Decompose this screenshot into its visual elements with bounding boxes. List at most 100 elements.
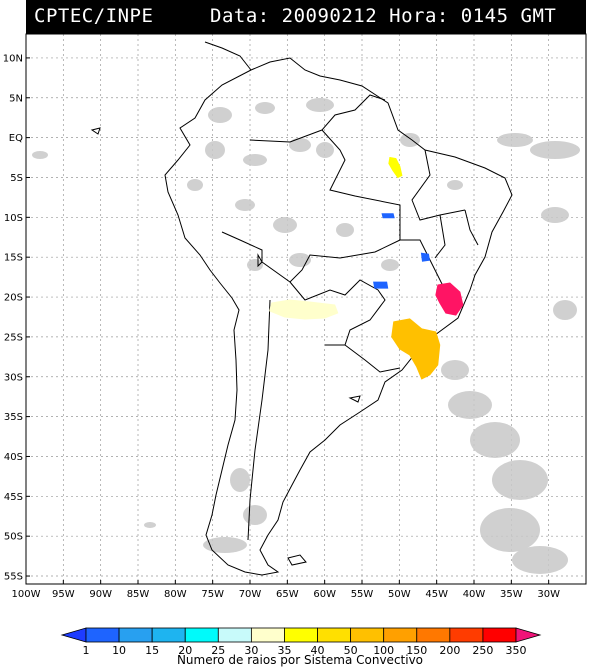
colorbar-bin-label: 150 — [406, 644, 427, 657]
colorbar-segment — [151, 627, 186, 643]
lat-tick-label: 55S — [4, 572, 23, 583]
convective-system-para-east — [381, 213, 395, 219]
south-america-coastline — [164, 57, 513, 576]
hour-value: 0145 — [460, 5, 509, 27]
lat-tick-label: 50S — [4, 532, 23, 543]
island — [348, 395, 361, 403]
cloud-patch — [208, 107, 232, 123]
lon-tick-label: 65W — [276, 589, 299, 600]
convective-system-parana-sao-paulo — [391, 318, 441, 380]
border — [434, 214, 446, 259]
latitude-labels: 10N 5N EQ 5S 10S 15S 20S 25S 30S 35S 40S 45S 50S 55S — [3, 53, 30, 583]
cloud-patch — [480, 508, 540, 552]
cloud-patch — [400, 133, 420, 147]
cloud-patch — [255, 102, 275, 114]
colorbar-caption: Numero de raios por Sistema Convectivo — [176, 653, 424, 667]
cloud-patch — [273, 217, 297, 233]
convective-system-mato-grosso-sul — [373, 281, 389, 289]
lon-tick-label: 40W — [463, 589, 486, 600]
lon-tick-label: 55W — [351, 589, 374, 600]
header-datetime: Data: 20090212 Hora: 0145 GMT — [210, 5, 556, 27]
lat-tick-label: 5N — [9, 93, 23, 104]
map-header: CPTEC/INPE Data: 20090212 Hora: 0145 GMT — [26, 0, 586, 34]
cloud-patch — [553, 300, 577, 320]
colorbar-bin-label: 250 — [472, 644, 493, 657]
lake-titicaca — [257, 253, 263, 268]
colorbar-bin-label: 35 — [277, 644, 291, 657]
colorbar-segment — [284, 627, 318, 643]
colorbar-bin-label: 200 — [439, 644, 460, 657]
convective-system-amapa-para — [388, 156, 403, 179]
colorbar-segment — [449, 627, 484, 643]
lon-tick-label: 70W — [239, 589, 262, 600]
cloud-patch — [289, 138, 311, 152]
cloud-patch — [306, 98, 334, 112]
lat-tick-label: 35S — [4, 412, 23, 423]
cloud-patch — [144, 522, 156, 528]
colorbar-segment — [85, 627, 120, 643]
colorbar-bin-label: 20 — [178, 644, 192, 657]
colorbar-bin-label: 25 — [211, 644, 225, 657]
colorbar-bin-label: 40 — [311, 644, 325, 657]
lat-tick-label: 20S — [4, 293, 23, 304]
colorbar-bin-label: 10 — [112, 644, 126, 657]
hour-label: Hora: — [389, 5, 449, 27]
lon-tick-label: 30W — [537, 589, 560, 600]
cloud-patch — [541, 207, 569, 223]
cloud-patch — [447, 180, 463, 190]
cloud-patch — [32, 151, 48, 159]
border — [464, 209, 479, 246]
lon-tick-label: 75W — [201, 589, 224, 600]
convective-system-minas-gerais — [435, 282, 464, 316]
border — [247, 299, 271, 541]
cloud-patch — [336, 223, 354, 237]
cloud-patch — [316, 142, 334, 158]
colorbar-bin-label: 1 — [83, 644, 90, 657]
lon-tick-label: 80W — [164, 589, 187, 600]
lon-tick-label: 100W — [12, 589, 41, 600]
cloud-patch — [497, 133, 533, 147]
cloud-patch — [230, 468, 250, 492]
colorbar-bin-label: 100 — [373, 644, 394, 657]
border — [321, 94, 386, 131]
colorbar-low-arrow — [60, 627, 87, 643]
lon-tick-label: 50W — [388, 589, 411, 600]
cloud-patch — [235, 199, 255, 211]
colorbar-bin-label: 30 — [244, 644, 258, 657]
lon-tick-label: 35W — [500, 589, 523, 600]
colorbar-segment — [184, 627, 219, 643]
lon-tick-label: 95W — [52, 589, 75, 600]
lat-tick-label: 40S — [4, 452, 23, 463]
map-body — [25, 33, 587, 585]
colorbar-segment — [383, 627, 418, 643]
colorbar-segment — [217, 627, 252, 643]
cloud-patch — [205, 141, 225, 159]
continent-outline — [90, 41, 513, 576]
timezone: GMT — [520, 5, 557, 27]
colorbar-bin-label: 50 — [344, 644, 358, 657]
date-value: 20090212 — [281, 5, 378, 27]
border — [289, 279, 386, 346]
border — [221, 129, 401, 283]
cloud-patch — [247, 259, 263, 271]
cloud-cover — [32, 98, 580, 574]
colorbar-segment — [350, 627, 385, 643]
header-source: CPTEC/INPE — [34, 5, 154, 27]
cloud-patch — [243, 505, 267, 525]
lon-tick-label: 60W — [313, 589, 336, 600]
cloud-patch — [470, 422, 520, 458]
lat-tick-label: 45S — [4, 492, 23, 503]
cloud-patch — [203, 537, 247, 553]
border — [344, 344, 401, 373]
border — [411, 149, 466, 221]
lat-tick-label: 10S — [4, 213, 23, 224]
cloud-patch — [441, 360, 469, 380]
lat-tick-label: 30S — [4, 372, 23, 383]
colorbar-segment — [250, 627, 285, 643]
cloud-patch — [448, 391, 492, 419]
colorbar-high-arrow — [515, 627, 542, 643]
lat-tick-label: 25S — [4, 332, 23, 343]
lat-tick-label: EQ — [9, 133, 23, 144]
colorbar-segment — [482, 627, 517, 643]
